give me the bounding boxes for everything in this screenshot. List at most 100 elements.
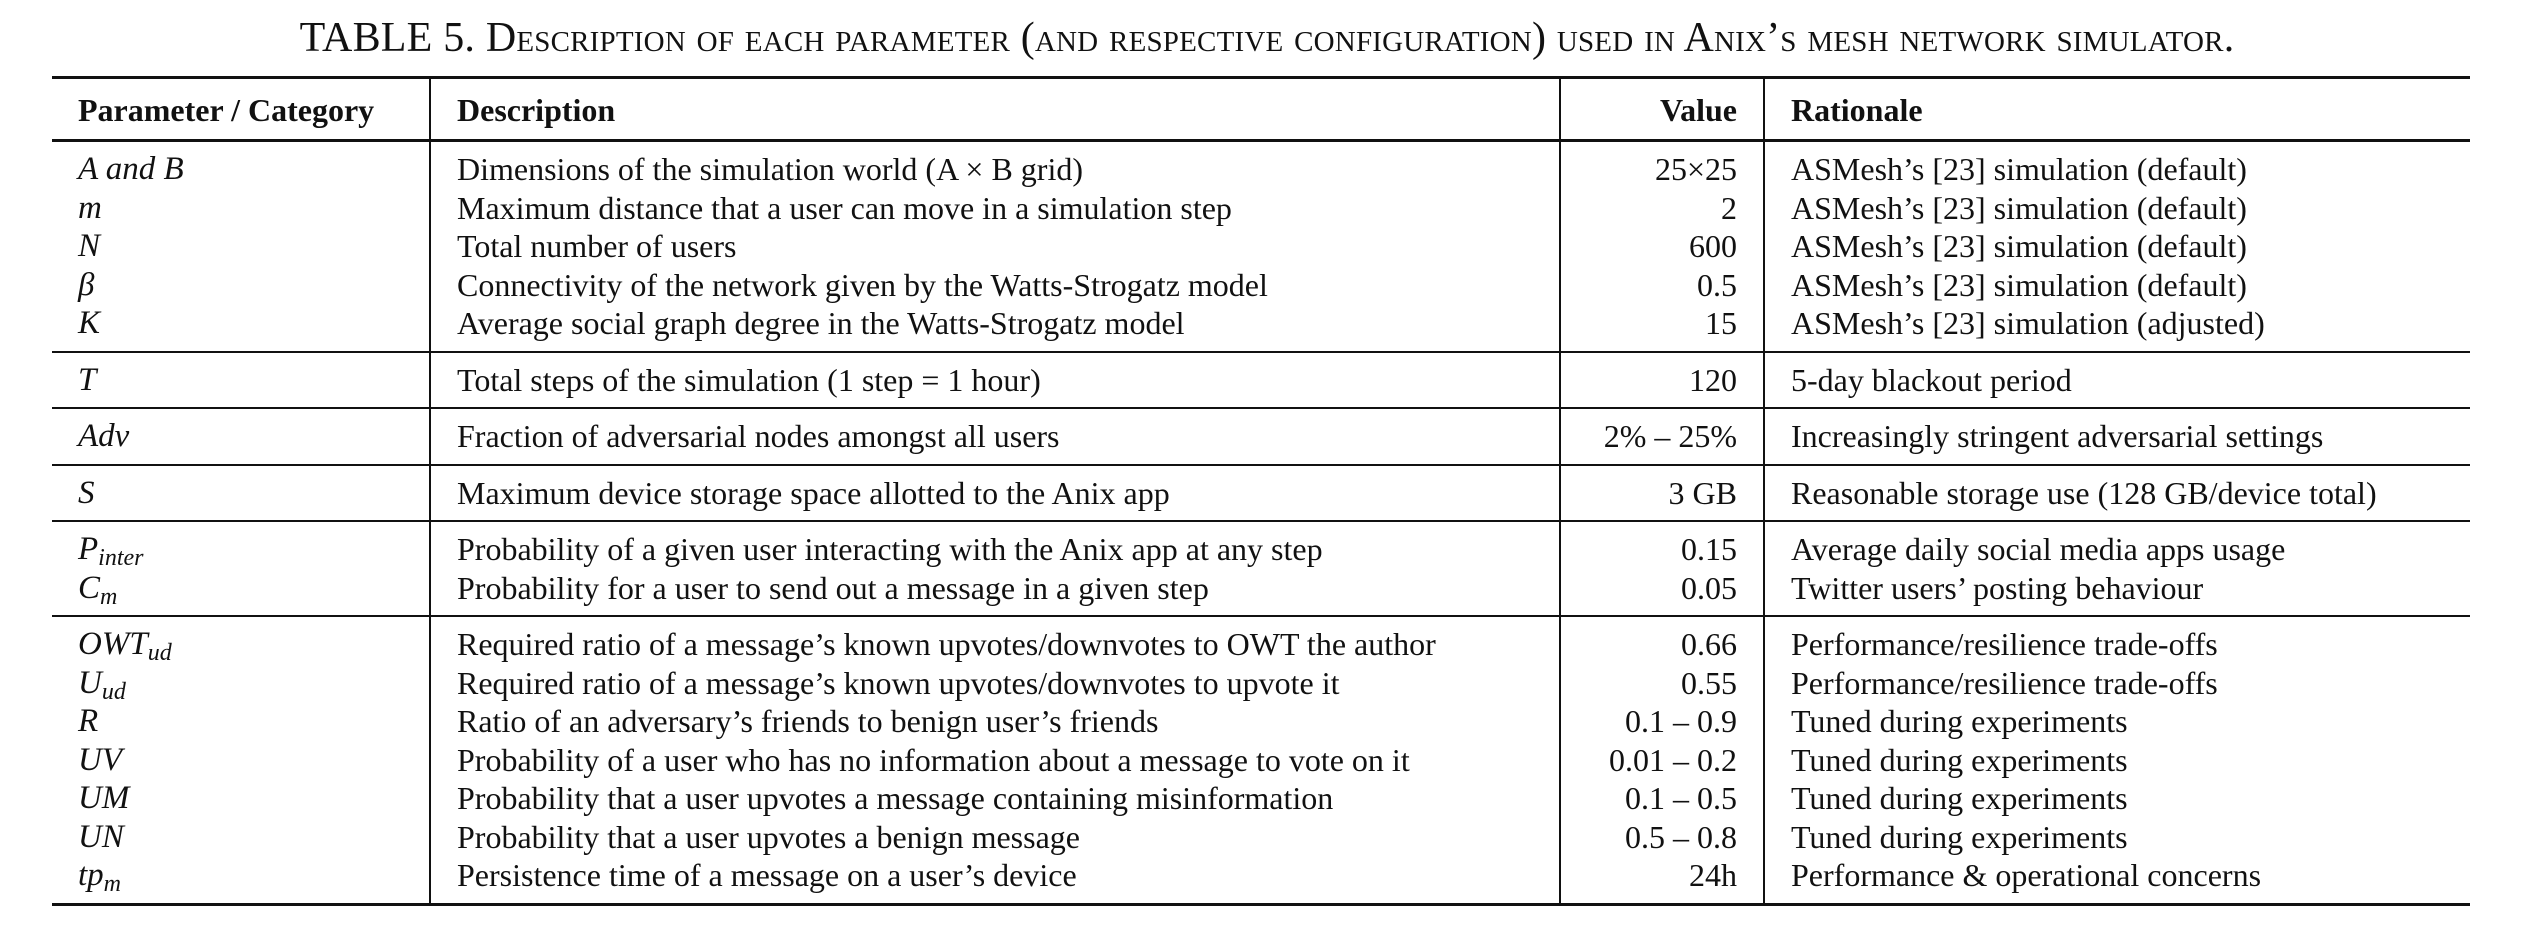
table-caption: TABLE 5. Description of each parameter (… — [0, 12, 2534, 64]
table-row: T Total steps of the simulation (1 step =… — [52, 351, 2470, 409]
description-cell: Probability of a user who has no informa… — [429, 740, 1560, 779]
value-cell: 0.1 – 0.9 — [1559, 702, 1764, 741]
parameter-table: Parameter / Category Description Value R… — [52, 76, 2470, 906]
description-cell: Maximum distance that a user can move in… — [429, 188, 1560, 227]
parameter-cell: Pinter — [52, 521, 430, 571]
parameter-symbol: UN — [78, 818, 124, 855]
parameter-subscript: m — [100, 583, 118, 610]
description-cell: Probability of a given user interacting … — [429, 521, 1560, 569]
parameter-table-container: Parameter / Category Description Value R… — [52, 76, 2470, 906]
value-cell: 0.15 — [1559, 521, 1764, 569]
table-row: OWTud Required ratio of a message’s known… — [52, 616, 2470, 665]
caption-label: TABLE 5. — [299, 15, 476, 61]
parameter-symbol: K — [78, 305, 101, 341]
description-cell: Connectivity of the network given by the… — [429, 265, 1560, 304]
parameter-symbol: OWT — [78, 626, 148, 662]
header-value: Value — [1559, 77, 1764, 141]
table-row: UM Probability that a user upvotes a mess… — [52, 779, 2470, 818]
parameter-cell: UV — [52, 741, 430, 780]
parameter-symbol: C — [78, 569, 101, 606]
parameter-symbol: UM — [78, 780, 130, 816]
rationale-cell: Performance/resilience trade-offs — [1763, 663, 2470, 702]
parameter-cell: T — [52, 352, 430, 409]
value-cell: 0.5 – 0.8 — [1559, 817, 1764, 856]
description-cell: Dimensions of the simulation world (A × … — [429, 140, 1560, 189]
table-row: Pinter Probability of a given user intera… — [52, 521, 2470, 571]
description-cell: Probability that a user upvotes a messag… — [429, 779, 1560, 818]
table-row: m Maximum distance that a user can move i… — [52, 188, 2470, 228]
parameter-cell: N — [52, 227, 430, 266]
description-cell: Probability for a user to send out a mes… — [429, 568, 1560, 616]
parameter-subscript: inter — [98, 545, 144, 571]
parameter-cell: R — [52, 702, 430, 741]
rationale-cell: Tuned during experiments — [1763, 779, 2470, 818]
parameter-symbol: tp — [78, 857, 104, 893]
parameter-cell: tpm — [52, 856, 430, 904]
table-row: S Maximum device storage space allotted t… — [52, 464, 2470, 522]
parameter-subscript: m — [103, 871, 122, 897]
value-cell: 0.55 — [1559, 663, 1764, 702]
description-cell: Required ratio of a message’s known upvo… — [429, 663, 1560, 702]
parameter-symbol: U — [78, 664, 102, 701]
parameter-symbol: UV — [78, 741, 122, 778]
rationale-cell: Twitter users’ posting behaviour — [1763, 568, 2470, 616]
parameter-cell: UM — [52, 779, 430, 818]
value-cell: 0.1 – 0.5 — [1559, 779, 1764, 818]
value-cell: 0.01 – 0.2 — [1559, 740, 1764, 779]
caption-text: Description of each parameter (and respe… — [485, 15, 2235, 61]
table-row: tpm Persistence time of a message on a us… — [52, 856, 2470, 904]
parameter-symbol: β — [78, 266, 95, 303]
parameter-symbol: R — [78, 703, 99, 739]
value-cell: 15 — [1559, 304, 1764, 352]
table-row: UV Probability of a user who has no infor… — [52, 740, 2470, 780]
parameter-symbol: A and B — [78, 151, 184, 187]
parameter-subscript: ud — [101, 678, 126, 705]
description-cell: Required ratio of a message’s known upvo… — [429, 616, 1560, 664]
table-row: UN Probability that a user upvotes a beni… — [52, 817, 2470, 857]
table-row: A and B Dimensions of the simulation worl… — [52, 140, 2470, 189]
parameter-symbol: Adv — [78, 418, 130, 454]
parameter-cell: m — [52, 189, 430, 228]
description-cell: Probability that a user upvotes a benign… — [429, 817, 1560, 856]
parameter-symbol: T — [78, 361, 97, 398]
parameter-symbol: P — [78, 531, 99, 567]
header-rationale: Rationale — [1763, 77, 2470, 141]
value-cell: 0.05 — [1559, 568, 1764, 616]
rationale-cell: ASMesh’s [23] simulation (default) — [1763, 227, 2470, 266]
parameter-cell: K — [52, 304, 430, 352]
table-row: Uud Required ratio of a message’s known u… — [52, 663, 2470, 705]
rationale-cell: 5-day blackout period — [1763, 351, 2470, 408]
rationale-cell: Tuned during experiments — [1763, 702, 2470, 741]
parameter-symbol: m — [78, 189, 102, 226]
value-cell: 0.66 — [1559, 616, 1764, 664]
parameter-cell: S — [52, 465, 430, 522]
value-cell: 120 — [1559, 351, 1764, 408]
value-cell: 2 — [1559, 188, 1764, 227]
rationale-cell: Reasonable storage use (128 GB/device to… — [1763, 464, 2470, 521]
rationale-cell: Tuned during experiments — [1763, 817, 2470, 856]
table-row: β Connectivity of the network given by th… — [52, 265, 2470, 304]
description-cell: Persistence time of a message on a user’… — [429, 856, 1560, 904]
rationale-cell: Tuned during experiments — [1763, 740, 2470, 779]
rationale-cell: ASMesh’s [23] simulation (adjusted) — [1763, 304, 2470, 352]
description-cell: Ratio of an adversary’s friends to benig… — [429, 702, 1560, 741]
parameter-cell: OWTud — [52, 616, 430, 665]
rationale-cell: ASMesh’s [23] simulation (default) — [1763, 140, 2470, 189]
description-cell: Fraction of adversarial nodes amongst al… — [429, 408, 1560, 465]
value-cell: 600 — [1559, 227, 1764, 266]
table-row: N Total number of users 600 ASMesh’s [23] s… — [52, 227, 2470, 266]
header-description: Description — [429, 77, 1560, 141]
table-row: R Ratio of an adversary’s friends to beni… — [52, 702, 2470, 741]
value-cell: 0.5 — [1559, 265, 1764, 304]
table-row: Cm Probability for a user to send out a m… — [52, 568, 2470, 616]
value-cell: 24h — [1559, 856, 1764, 904]
rationale-cell: Average daily social media apps usage — [1763, 521, 2470, 569]
value-cell: 2% – 25% — [1559, 408, 1764, 465]
description-cell: Average social graph degree in the Watts… — [429, 304, 1560, 352]
parameter-cell: Adv — [52, 408, 430, 465]
rationale-cell: ASMesh’s [23] simulation (default) — [1763, 188, 2470, 227]
table-body: A and B Dimensions of the simulation worl… — [52, 140, 2470, 904]
rationale-cell: Performance & operational concerns — [1763, 856, 2470, 904]
rationale-cell: Performance/resilience trade-offs — [1763, 616, 2470, 664]
parameter-cell: UN — [52, 818, 430, 857]
